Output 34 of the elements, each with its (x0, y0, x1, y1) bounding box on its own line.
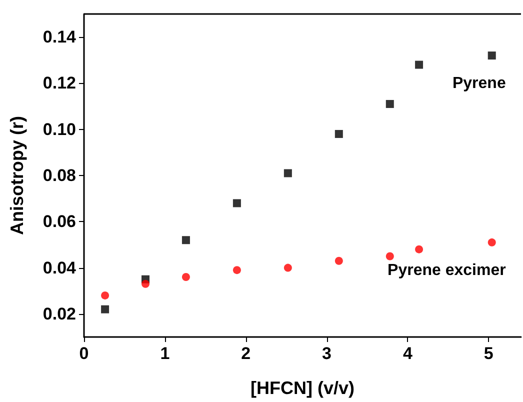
x-tick-label: 0 (79, 344, 89, 363)
point (386, 252, 394, 260)
point (334, 130, 343, 138)
series-label: Pyrene excimer (388, 262, 506, 279)
x-axis-title: [HFCN] (v/v) (250, 378, 354, 398)
point (334, 256, 343, 265)
y-tick-label: 0.14 (42, 28, 77, 47)
point (182, 273, 190, 282)
x-tick-label: 1 (160, 344, 170, 363)
y-axis-title: Anisotropy (r) (7, 116, 27, 235)
y-tick-label: 0.02 (42, 304, 76, 324)
y-tick-label: 0.12 (42, 74, 76, 93)
x-tick-label: 5 (484, 344, 494, 363)
point (488, 52, 496, 60)
point (284, 264, 292, 272)
series-label: Pyrene (452, 75, 506, 92)
x-tick-label: 4 (402, 344, 413, 363)
x-tick-label: 2 (241, 344, 251, 363)
point (142, 280, 150, 288)
x-tick-label: 3 (322, 344, 332, 363)
y-tick-label: 0.06 (42, 212, 76, 232)
y-tick-label: 0.08 (42, 166, 76, 185)
point (415, 60, 424, 69)
point (232, 266, 241, 274)
point (101, 305, 110, 314)
y-tick-label: 0.04 (42, 258, 77, 278)
point (101, 291, 110, 300)
y-tick-label: 0.10 (42, 120, 76, 139)
point (488, 238, 496, 246)
point (284, 169, 292, 178)
point (415, 245, 424, 254)
point (182, 236, 190, 244)
point (232, 199, 241, 208)
point (386, 100, 394, 108)
